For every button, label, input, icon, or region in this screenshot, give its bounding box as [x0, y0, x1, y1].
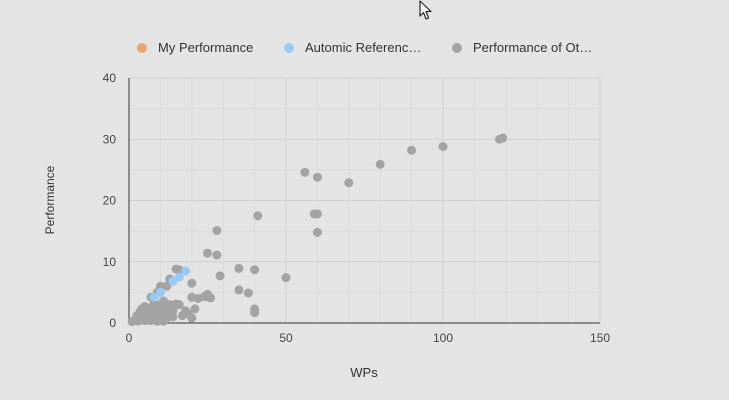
- data-point: [300, 167, 310, 177]
- legend-item-performance-of-others[interactable]: Performance of Ot…: [452, 40, 592, 55]
- data-point: [146, 308, 156, 318]
- data-point: [312, 227, 322, 237]
- legend-label: Automic Referenc…: [305, 40, 422, 55]
- data-point: [162, 313, 172, 323]
- data-point: [212, 250, 222, 260]
- data-point: [168, 306, 178, 316]
- grid-lines: [129, 77, 601, 323]
- y-tick-label: 40: [103, 71, 117, 85]
- legend-swatch-performance-of-others: [452, 42, 462, 53]
- data-point: [312, 209, 322, 219]
- data-point: [243, 288, 253, 298]
- data-point: [234, 263, 244, 273]
- data-point: [162, 281, 172, 291]
- legend-item-automic-reference[interactable]: Automic Referenc…: [284, 40, 421, 55]
- data-point: [203, 248, 212, 258]
- data-points: [127, 133, 508, 327]
- data-point: [253, 211, 263, 221]
- axes: [128, 78, 600, 324]
- y-tick-label: 30: [103, 132, 117, 146]
- y-tick-label: 10: [103, 255, 117, 269]
- data-point: [135, 307, 145, 317]
- x-axis-label: WPs: [350, 365, 378, 380]
- mouse-cursor-icon: [419, 0, 432, 20]
- legend-label: My Performance: [158, 40, 254, 55]
- data-point: [155, 300, 165, 310]
- data-point: [312, 172, 322, 182]
- data-point: [187, 278, 197, 288]
- data-point: [206, 293, 216, 303]
- data-point: [181, 266, 191, 276]
- data-point: [234, 285, 244, 295]
- data-point: [438, 142, 448, 152]
- data-point: [177, 311, 187, 321]
- data-point: [407, 145, 417, 155]
- data-point: [149, 292, 159, 302]
- chart-legend: My Performance Automic Referenc… Perform…: [0, 40, 729, 58]
- legend-item-my-performance[interactable]: My Performance: [137, 40, 253, 55]
- data-point: [215, 271, 225, 281]
- x-tick-label: 50: [279, 331, 293, 345]
- x-tick-label: 150: [590, 331, 610, 345]
- y-tick-label: 20: [103, 194, 117, 208]
- data-point: [498, 133, 508, 143]
- y-tick-label: 0: [109, 316, 116, 330]
- data-point: [344, 178, 354, 188]
- data-point: [281, 273, 291, 283]
- x-tick-label: 0: [126, 331, 133, 345]
- data-point: [168, 276, 178, 286]
- data-point: [250, 265, 260, 275]
- tick-labels: 0 50 100 150 0 10 20 30 40: [103, 71, 611, 345]
- data-point: [212, 226, 222, 236]
- legend-swatch-automic-reference: [284, 42, 294, 53]
- data-point: [187, 313, 197, 323]
- legend-swatch-my-performance: [137, 42, 147, 53]
- legend-label: Performance of Ot…: [473, 40, 593, 55]
- data-point: [155, 287, 165, 297]
- data-point: [174, 272, 184, 282]
- data-point: [250, 308, 260, 318]
- data-point: [152, 316, 162, 326]
- data-point: [140, 316, 150, 326]
- data-point: [187, 292, 197, 302]
- data-point: [190, 304, 200, 314]
- data-point: [174, 300, 184, 310]
- x-tick-label: 100: [433, 331, 453, 345]
- y-axis-label: Performance: [43, 165, 57, 234]
- data-point: [375, 159, 385, 169]
